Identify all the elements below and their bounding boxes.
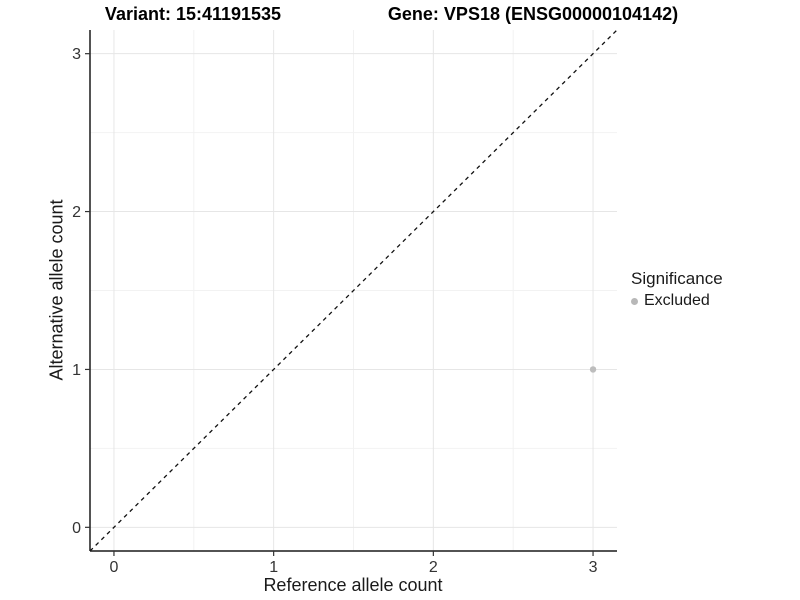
legend-item-excluded: Excluded	[631, 292, 723, 310]
y-axis-title: Alternative allele count	[46, 199, 67, 381]
x-tick-label: 2	[429, 559, 438, 576]
x-tick-label: 3	[589, 559, 598, 576]
y-tick-label: 1	[72, 362, 81, 379]
y-tick-label: 3	[72, 46, 81, 63]
identity-reference-line	[89, 29, 618, 552]
plot-title-variant: Variant: 15:41191535	[104, 4, 282, 24]
legend-item-label: Excluded	[644, 292, 710, 309]
plot-title-gene: Gene: VPS18 (ENSG00000104142)	[387, 4, 679, 24]
y-tick-label: 2	[72, 204, 81, 221]
legend-title: Significance	[631, 269, 723, 288]
x-tick-label: 0	[110, 559, 119, 576]
y-tick-label: 0	[72, 520, 81, 537]
x-tick-label: 1	[269, 559, 278, 576]
excluded-point-swatch	[631, 297, 638, 305]
data-point	[589, 366, 597, 373]
legend: Significance Excluded	[631, 269, 723, 310]
x-axis-title: Reference allele count	[263, 575, 443, 595]
